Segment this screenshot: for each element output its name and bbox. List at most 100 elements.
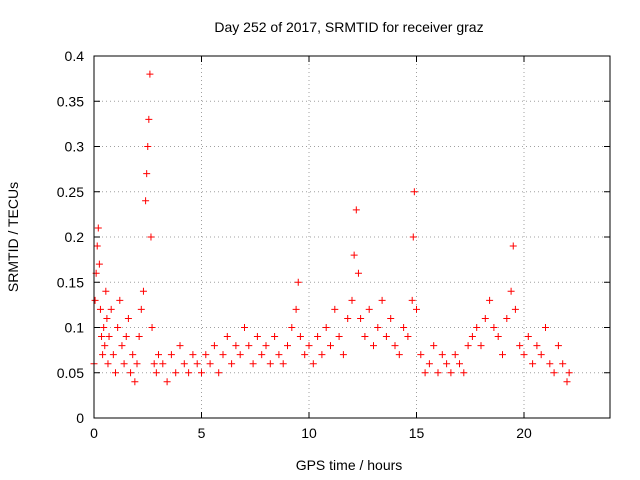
data-point <box>516 342 524 350</box>
data-point <box>144 143 152 150</box>
data-point <box>99 351 107 359</box>
data-point <box>135 333 143 341</box>
data-point <box>563 378 571 386</box>
data-point <box>109 351 117 359</box>
data-point <box>327 342 334 350</box>
data-point <box>314 333 322 341</box>
x-tick-label: 5 <box>198 425 206 441</box>
data-point <box>94 224 102 232</box>
data-point <box>322 324 330 331</box>
data-point <box>95 260 103 268</box>
data-point <box>112 369 119 377</box>
data-point <box>520 351 528 359</box>
data-point <box>473 324 481 331</box>
y-tick-label: 0.3 <box>65 139 85 155</box>
data-point <box>537 351 545 359</box>
data-point <box>118 342 126 350</box>
x-tick-labels: 0 5 10 15 20 <box>90 425 532 441</box>
data-points <box>90 70 573 386</box>
data-point <box>344 314 352 322</box>
y-tick-label: 0.15 <box>57 274 84 290</box>
data-point <box>421 369 429 377</box>
data-point <box>163 378 171 386</box>
data-point <box>142 197 150 205</box>
data-point <box>127 369 135 377</box>
y-tick-label: 0 <box>76 410 84 426</box>
data-point <box>559 360 567 368</box>
data-point <box>350 251 358 259</box>
data-point <box>413 305 420 313</box>
data-point <box>279 360 287 368</box>
data-point <box>116 296 124 304</box>
data-point <box>146 70 154 78</box>
data-point <box>507 287 515 295</box>
data-point <box>137 305 145 313</box>
data-point <box>266 360 274 368</box>
data-point <box>159 360 167 368</box>
data-point <box>565 369 573 377</box>
data-point <box>152 369 160 377</box>
data-point <box>477 342 485 350</box>
data-point <box>409 233 417 241</box>
data-point <box>103 314 111 322</box>
data-point <box>456 360 463 368</box>
data-point <box>219 351 227 359</box>
data-point <box>262 342 270 350</box>
data-point <box>486 296 494 304</box>
data-point <box>133 360 141 368</box>
data-point <box>400 324 408 331</box>
data-point <box>193 360 201 368</box>
data-point <box>129 351 137 359</box>
data-point <box>232 342 240 350</box>
data-point <box>202 351 210 359</box>
data-point <box>241 324 248 331</box>
data-point <box>93 242 101 250</box>
data-point <box>101 342 109 350</box>
data-point <box>511 305 519 313</box>
data-point <box>249 360 257 368</box>
data-point <box>145 115 153 123</box>
data-point <box>258 351 266 359</box>
data-point <box>198 369 205 377</box>
data-point <box>305 342 313 350</box>
data-point <box>318 351 326 359</box>
data-point <box>275 351 283 359</box>
data-point <box>124 314 132 322</box>
data-point <box>131 378 139 386</box>
axis-ticks <box>93 55 610 419</box>
data-point <box>408 296 416 304</box>
data-point <box>335 333 343 341</box>
data-point <box>107 305 115 313</box>
data-point <box>210 342 218 350</box>
data-point <box>499 351 506 359</box>
data-point <box>468 333 476 341</box>
data-point <box>425 360 433 368</box>
data-point <box>185 369 193 377</box>
data-point <box>357 314 365 322</box>
data-point <box>550 369 558 377</box>
data-point <box>253 333 261 341</box>
data-point <box>189 351 197 359</box>
y-axis-label: SRMTID / TECUs <box>5 182 21 292</box>
data-point <box>236 351 244 359</box>
data-point <box>228 360 236 368</box>
y-tick-labels: 0 0.05 0.1 0.15 0.2 0.25 0.3 0.35 0.4 <box>57 48 84 426</box>
data-point <box>447 369 455 377</box>
data-point <box>417 351 425 359</box>
data-point <box>155 351 162 359</box>
y-tick-label: 0.1 <box>65 320 85 336</box>
x-axis-label: GPS time / hours <box>296 457 403 473</box>
chart-title: Day 252 of 2017, SRMTID for receiver gra… <box>214 19 483 35</box>
y-tick-label: 0.05 <box>57 365 84 381</box>
data-point <box>430 342 438 350</box>
data-point <box>387 314 395 322</box>
x-tick-label: 0 <box>90 425 98 441</box>
data-point <box>352 206 360 214</box>
data-point <box>404 333 412 341</box>
data-point <box>150 360 158 368</box>
data-point <box>245 342 253 350</box>
data-point <box>348 296 356 304</box>
x-tick-label: 20 <box>516 425 532 441</box>
y-tick-label: 0.35 <box>57 93 84 109</box>
data-point <box>139 287 147 295</box>
